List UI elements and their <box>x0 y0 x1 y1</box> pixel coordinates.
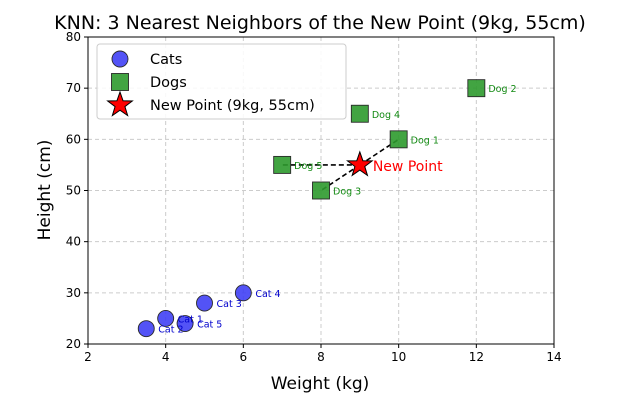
y-tick-label: 80 <box>66 30 81 44</box>
point-label: Cat 4 <box>255 289 280 300</box>
new-point-label: New Point <box>373 159 443 175</box>
axis-ticks: 2 4 6 8 10 12 14 20 30 40 50 60 70 80 <box>66 30 562 364</box>
point-label: Dog 5 <box>294 161 322 172</box>
legend-dog-marker <box>111 73 129 91</box>
point-label: Dog 3 <box>333 187 361 198</box>
point-label: Dog 2 <box>488 84 516 95</box>
y-tick-label: 30 <box>66 286 81 300</box>
point-label: Cat 5 <box>197 320 222 331</box>
legend-label: Dogs <box>150 75 187 91</box>
neighbor-lines <box>282 138 400 192</box>
cat-point <box>234 284 252 302</box>
y-tick-label: 70 <box>66 81 81 95</box>
cat-point <box>176 315 194 332</box>
y-axis-label: Height (cm) <box>35 140 55 241</box>
dog-point <box>273 155 292 174</box>
x-tick-label: 14 <box>546 350 561 364</box>
legend-cat-marker <box>111 50 129 68</box>
dog-point <box>389 130 408 149</box>
x-axis-label: Weight (kg) <box>271 374 370 394</box>
y-tick-label: 40 <box>66 235 81 249</box>
point-label: Cat 3 <box>217 299 242 310</box>
y-tick-label: 20 <box>66 337 81 351</box>
new-point-star <box>346 150 374 177</box>
x-tick-label: 8 <box>317 350 325 364</box>
x-tick-label: 4 <box>162 350 170 364</box>
data-points <box>137 79 486 338</box>
cat-point <box>157 309 175 327</box>
x-tick-label: 12 <box>469 350 484 364</box>
x-tick-label: 10 <box>391 350 406 364</box>
point-label: Cat 2 <box>158 325 183 336</box>
cat-point <box>137 320 155 338</box>
dog-point <box>312 181 330 200</box>
y-tick-label: 60 <box>66 132 81 146</box>
dog-point <box>467 79 486 98</box>
legend-star-marker <box>106 90 134 117</box>
y-tick-label: 50 <box>66 184 81 198</box>
x-tick-label: 6 <box>240 350 248 364</box>
point-label: Dog 1 <box>411 135 439 146</box>
point-label: Cat 1 <box>178 314 203 325</box>
chart-title: KNN: 3 Nearest Neighbors of the New Poin… <box>54 12 586 34</box>
cat-point <box>196 294 213 312</box>
legend-label: New Point (9kg, 55cm) <box>150 98 315 114</box>
point-label: Dog 4 <box>372 110 400 121</box>
legend-box <box>96 43 347 120</box>
legend: Cats Dogs New Point (9kg, 55cm) <box>96 43 347 120</box>
dog-point <box>350 104 369 123</box>
x-tick-label: 2 <box>84 350 92 364</box>
legend-label: Cats <box>150 52 182 68</box>
